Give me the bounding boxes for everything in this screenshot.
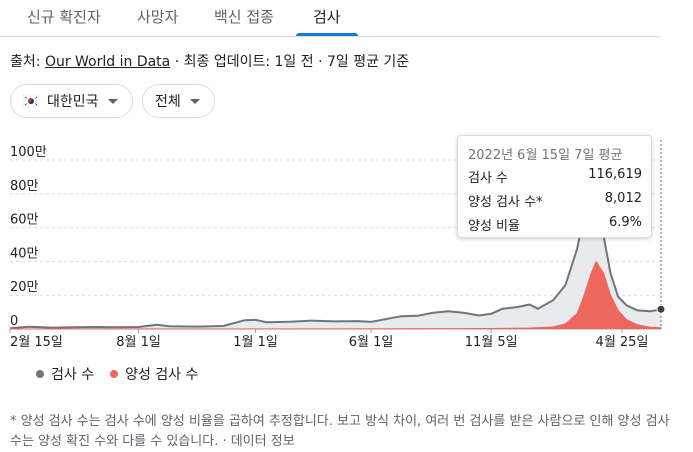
- country-select-label: 대한민국: [47, 94, 99, 110]
- chevron-down-icon: [107, 98, 118, 104]
- x-tick-label: 4월 25일: [596, 335, 649, 350]
- average-basis-text: 7일 평균 기준: [326, 54, 410, 70]
- tooltip-title: 2022년 6월 15일 7일 평균: [468, 148, 623, 163]
- legend-tests-label: 검사 수: [51, 367, 95, 383]
- tooltip-row-positive-rate: 양성 비율 6.9%: [468, 215, 642, 235]
- y-tick-label: 80만: [10, 179, 39, 194]
- tooltip-label: 양성 검사 수*: [468, 195, 543, 210]
- country-select[interactable]: 대한민국: [10, 84, 133, 118]
- source-link[interactable]: Our World in Data: [44, 54, 171, 70]
- range-select-label: 전체: [155, 94, 181, 110]
- series-area-2: [10, 261, 661, 329]
- x-tick-label: 2월 15일: [10, 335, 63, 350]
- tests-legend-dot-icon: [36, 370, 44, 378]
- tab-deaths[interactable]: 사망자: [137, 8, 179, 26]
- y-tick-label: 0: [10, 314, 18, 329]
- series-line-2: [9, 260, 662, 330]
- tooltip-row-positive: 양성 검사 수* 8,012: [468, 191, 642, 211]
- chevron-down-icon: [189, 98, 200, 104]
- x-axis-ticks: 2월 15일 8월 1일 1월 1일 6월 1일 11월 5일 4월 25일: [9, 329, 649, 350]
- chart-tooltip: 2022년 6월 15일 7일 평균 검사 수 116,619 양성 검사 수*…: [457, 135, 652, 238]
- south-korea-flag-icon: [23, 95, 39, 107]
- tooltip-value: 8,012: [604, 191, 642, 206]
- x-tick-label: 6월 1일: [349, 335, 394, 350]
- range-select[interactable]: 전체: [142, 84, 215, 118]
- tab-vaccinations[interactable]: 백신 접종: [214, 8, 274, 26]
- source-prefix: 출처:: [10, 54, 45, 70]
- y-axis-ticks: 0 20만 40만 60만 80만 100만: [10, 145, 47, 329]
- last-updated-text: 최종 업데이트: 1일 전: [183, 54, 314, 70]
- positive-legend-dot-icon: [110, 370, 119, 378]
- y-tick-label: 60만: [10, 213, 39, 228]
- x-tick-label: 8월 1일: [116, 335, 161, 350]
- y-tick-label: 40만: [10, 246, 39, 261]
- chart-legend: 검사 수 양성 검사 수: [36, 364, 198, 384]
- hover-marker: [656, 140, 666, 329]
- x-tick-label: 1월 1일: [233, 335, 278, 350]
- footnote: * 양성 검사 수는 검사 수에 양성 비율을 곱하여 추정합니다. 보고 방식…: [10, 414, 670, 449]
- tooltip-value: 116,619: [588, 167, 642, 182]
- y-tick-label: 20만: [10, 280, 39, 295]
- tab-tests[interactable]: 검사: [313, 8, 341, 26]
- source-separator-2: ·: [313, 54, 327, 70]
- tooltip-label: 양성 비율: [468, 219, 520, 234]
- tab-bar: 신규 확진자 사망자 백신 접종 검사: [0, 0, 660, 37]
- y-tick-label: 100만: [10, 145, 47, 160]
- active-tab-indicator: [296, 33, 358, 36]
- tooltip-value: 6.9%: [608, 215, 642, 230]
- tooltip-row-tests: 검사 수 116,619: [468, 167, 642, 187]
- hover-point: [656, 304, 666, 314]
- source-line: 출처: Our World in Data · 최종 업데이트: 1일 전 · …: [10, 51, 409, 71]
- tooltip-label: 검사 수: [468, 171, 509, 186]
- source-separator-1: ·: [170, 54, 184, 70]
- tab-new-cases[interactable]: 신규 확진자: [27, 8, 101, 26]
- x-tick-label: 11월 5일: [465, 335, 518, 350]
- legend-positive-label: 양성 검사 수: [125, 367, 199, 383]
